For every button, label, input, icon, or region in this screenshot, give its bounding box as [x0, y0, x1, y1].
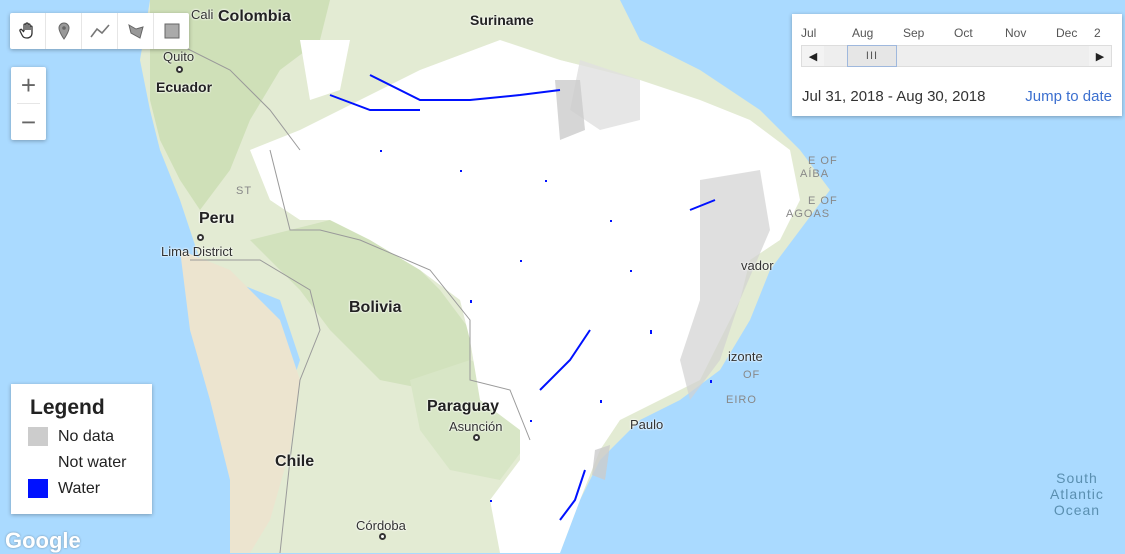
polygon-tool-button[interactable] [118, 13, 154, 49]
timeline-months: Jul Aug Sep Oct Nov Dec 2 [801, 26, 1114, 40]
month-label: Jul [801, 26, 817, 40]
legend-panel: Legend No data Not water Water [11, 384, 152, 514]
water-dots [380, 150, 712, 502]
timeline-scrollbar[interactable]: ◀ III ▶ [801, 45, 1112, 67]
brazil-coverage [250, 40, 800, 553]
line-tool-button[interactable] [82, 13, 118, 49]
legend-label: Water [58, 479, 101, 497]
hand-icon [18, 22, 33, 39]
timeline-next-button[interactable]: ▶ [1089, 46, 1111, 66]
label-state-st: ST [236, 185, 253, 197]
label-colombia: Colombia [218, 8, 291, 25]
label-peru: Peru [199, 210, 235, 227]
legend-swatch [28, 479, 48, 498]
timeline-panel: Jul Aug Sep Oct Nov Dec 2 ◀ III ▶ Jul 31… [792, 14, 1122, 116]
label-cordoba: Córdoba [356, 518, 406, 533]
city-marker-cordoba [379, 533, 386, 540]
label-rio-2: EIRO [726, 394, 757, 406]
line-icon [89, 24, 110, 38]
city-marker-quito [176, 66, 183, 73]
legend-item-no-data: No data [28, 427, 114, 446]
date-range-text: Jul 31, 2018 - Aug 30, 2018 [802, 88, 986, 105]
zoom-out-button[interactable]: − [20, 106, 37, 137]
month-label: Sep [903, 26, 925, 40]
label-belo-horizonte: izonte [728, 349, 763, 364]
label-asuncion: Asunción [449, 419, 503, 434]
month-label: Dec [1056, 26, 1078, 40]
timeline-thumb[interactable]: III [847, 45, 897, 67]
rectangle-icon [164, 23, 179, 39]
label-cali: Cali [191, 7, 214, 22]
label-lima: Lima District [161, 244, 233, 259]
label-chile: Chile [275, 453, 315, 470]
label-ecuador: Ecuador [156, 79, 213, 95]
month-label: Oct [954, 26, 973, 40]
legend-item-water: Water [28, 479, 100, 498]
water-features [329, 74, 716, 521]
zoom-divider [17, 103, 40, 104]
legend-item-not-water: Not water [28, 453, 126, 472]
label-alagoas-2: AGOAS [786, 208, 831, 220]
month-label: Aug [852, 26, 874, 40]
label-salvador: vador [741, 258, 774, 273]
month-label: Nov [1005, 26, 1027, 40]
label-ocean-line1: South [1056, 470, 1098, 486]
label-paraiba-1: E OF [808, 155, 838, 167]
label-ocean: South Atlantic Ocean [1050, 470, 1104, 518]
google-logo: Google [5, 528, 81, 553]
label-paraiba-2: AÍBA [800, 168, 830, 180]
polygon-icon [127, 23, 144, 39]
city-marker-asuncion [473, 434, 480, 441]
drawing-toolbar [10, 13, 189, 49]
legend-label: No data [58, 427, 115, 445]
marker-tool-button[interactable] [46, 13, 82, 49]
zoom-control: + − [11, 67, 46, 140]
pan-tool-button[interactable] [10, 13, 46, 49]
label-paraguay: Paraguay [427, 398, 500, 415]
legend-title: Legend [30, 396, 105, 419]
jump-to-date-link[interactable]: Jump to date [1025, 88, 1112, 105]
city-marker-lima [197, 234, 204, 241]
label-sao-paulo: Paulo [630, 417, 664, 432]
zoom-in-button[interactable]: + [20, 69, 37, 100]
legend-swatch [28, 453, 48, 472]
month-label: 2 [1094, 26, 1101, 40]
label-ocean-line2: Atlantic [1050, 486, 1104, 502]
label-quito: Quito [163, 49, 195, 64]
label-suriname: Suriname [470, 12, 534, 28]
label-bolivia: Bolivia [349, 299, 402, 316]
label-ocean-line3: Ocean [1053, 502, 1101, 518]
rectangle-tool-button[interactable] [154, 13, 189, 49]
timeline-prev-button[interactable]: ◀ [802, 46, 824, 66]
label-alagoas-1: E OF [808, 195, 838, 207]
legend-label: Not water [58, 453, 127, 471]
marker-icon [57, 22, 70, 40]
label-rio-1: OF [743, 369, 761, 381]
legend-swatch [28, 427, 48, 446]
